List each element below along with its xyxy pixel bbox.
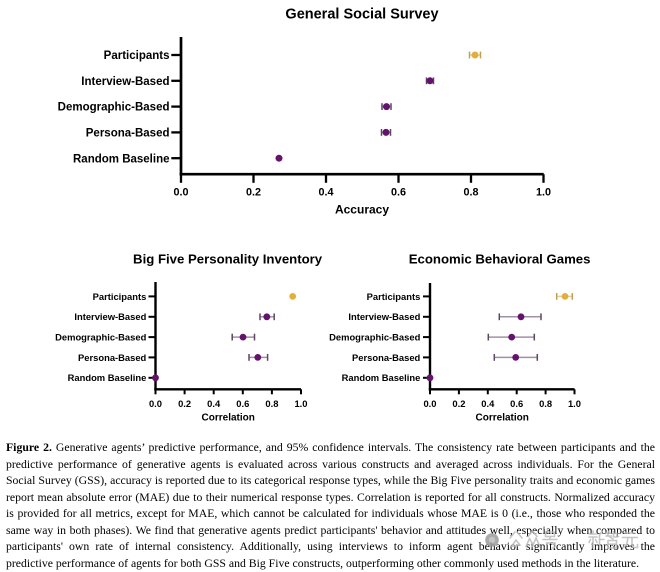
svg-text:Random Baseline: Random Baseline [342,372,421,383]
svg-text:0.8: 0.8 [265,398,278,409]
svg-text:Demographic-Based: Demographic-Based [55,332,146,343]
svg-text:0.2: 0.2 [246,187,261,199]
svg-text:0.8: 0.8 [539,398,552,409]
svg-text:0.4: 0.4 [207,398,221,409]
svg-text:Interview-Based: Interview-Based [74,311,146,322]
svg-text:0.0: 0.0 [423,398,436,409]
svg-text:0.2: 0.2 [452,398,465,409]
svg-text:Persona-Based: Persona-Based [86,128,170,140]
svg-text:1.0: 1.0 [536,187,551,199]
svg-text:1.0: 1.0 [294,398,307,409]
svg-text:Economic Behavioral Games: Economic Behavioral Games [409,252,591,267]
svg-text:Correlation: Correlation [476,413,529,424]
svg-text:Random Baseline: Random Baseline [68,372,147,383]
svg-text:0.0: 0.0 [149,398,162,409]
svg-text:0.6: 0.6 [391,187,406,199]
svg-text:Persona-Based: Persona-Based [352,352,421,363]
svg-text:Interview-Based: Interview-Based [348,311,420,322]
svg-text:0.4: 0.4 [318,187,333,199]
svg-text:0.6: 0.6 [236,398,249,409]
svg-text:Participants: Participants [367,291,421,302]
svg-text:1.0: 1.0 [568,398,581,409]
svg-text:Persona-Based: Persona-Based [78,352,147,363]
svg-text:0.0: 0.0 [173,187,188,199]
svg-text:Big Five Personality Inventory: Big Five Personality Inventory [133,252,323,267]
svg-text:0.6: 0.6 [510,398,523,409]
svg-text:0.8: 0.8 [463,187,478,199]
svg-text:Participants: Participants [93,291,147,302]
svg-text:Correlation: Correlation [202,413,255,424]
svg-text:Accuracy: Accuracy [335,203,389,217]
svg-text:Random Baseline: Random Baseline [73,153,170,165]
svg-text:Demographic-Based: Demographic-Based [329,332,420,343]
svg-text:0.2: 0.2 [178,398,191,409]
svg-text:Interview-Based: Interview-Based [81,76,169,88]
svg-text:Demographic-Based: Demographic-Based [58,102,170,114]
svg-text:General Social Survey: General Social Survey [285,7,438,23]
svg-text:Participants: Participants [104,50,170,62]
svg-text:0.4: 0.4 [481,398,495,409]
